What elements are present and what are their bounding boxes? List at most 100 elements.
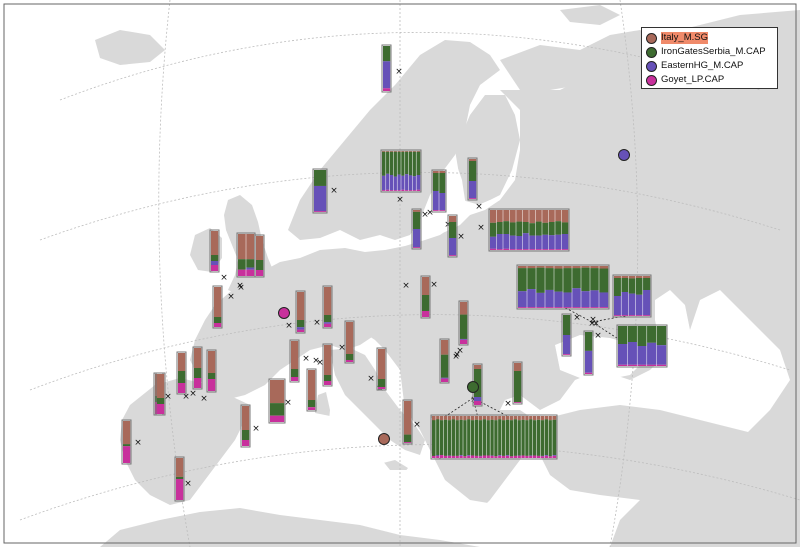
bar-segment: [544, 455, 549, 458]
bar-segment: [642, 276, 651, 278]
bar-segment: [635, 276, 643, 278]
bar-segment: [408, 175, 413, 191]
legend-swatch-eastern-hg: [646, 60, 657, 72]
bar-segment: [554, 268, 564, 292]
bar-segment: [628, 276, 636, 279]
bar-segment: [490, 222, 497, 237]
bar-segment: [532, 420, 537, 456]
bar-segment: [474, 365, 482, 369]
bar-segment: [542, 222, 549, 235]
admixture-bar-ukraine-a: [561, 313, 572, 357]
bar-segment: [525, 416, 530, 421]
site-cross-marker: ×: [330, 186, 338, 196]
site-cross-marker: ×: [477, 223, 485, 233]
bar-segment: [482, 419, 487, 456]
bar-segment: [544, 455, 549, 456]
bar-segment: [555, 234, 562, 250]
admixture-bar-russia-south: [616, 324, 668, 368]
bar-segment: [176, 458, 184, 477]
bar-segment: [478, 420, 483, 456]
site-cross-marker: ×: [402, 281, 410, 291]
bar-segment: [646, 342, 657, 365]
bar-segment: [490, 419, 495, 456]
bar-segment: [404, 151, 409, 152]
admixture-bar-south-norway: [312, 168, 328, 214]
bar-segment: [535, 235, 543, 250]
bar-segment: [635, 278, 643, 295]
bar-segment: [413, 210, 421, 212]
bar-segment: [470, 420, 475, 456]
bar-segment: [211, 255, 219, 261]
bar-segment: [628, 278, 636, 294]
bar-segment: [642, 290, 651, 316]
bar-segment: [463, 456, 468, 458]
bar-segment: [238, 234, 247, 260]
bar-segment: [494, 456, 499, 458]
bar-segment: [536, 455, 541, 458]
admixture-bar-austria: [344, 320, 355, 364]
site-cross-marker: ×: [592, 319, 600, 329]
bar-segment: [635, 294, 643, 316]
bar-segment: [297, 292, 305, 320]
bar-segment: [522, 233, 530, 250]
bar-segment: [412, 151, 417, 177]
admixture-bar-france-brittany: [212, 285, 223, 329]
legend-swatch-iron-gates: [646, 46, 657, 58]
bar-segment: [441, 377, 449, 379]
bar-segment: [572, 307, 582, 308]
bar-segment: [513, 455, 518, 458]
bar-segment: [447, 420, 452, 456]
bar-segment: [529, 235, 536, 250]
bar-segment: [297, 320, 305, 328]
bar-segment: [408, 190, 413, 191]
admixture-bar-ukraine-b: [583, 330, 594, 376]
bar-segment: [463, 416, 468, 421]
bar-segment: [157, 398, 165, 404]
bar-segment: [505, 419, 510, 456]
bar-segment: [123, 421, 131, 445]
bar-segment: [238, 259, 247, 270]
bar-segment: [449, 216, 457, 222]
admixture-bar-france-central-b: [322, 343, 333, 387]
bar-segment: [242, 440, 250, 446]
bar-segment: [563, 292, 573, 308]
bar-segment: [346, 354, 354, 360]
bar-segment: [563, 307, 573, 308]
bar-segment: [256, 260, 264, 270]
bar-segment: [460, 314, 468, 339]
bar-segment: [482, 455, 487, 458]
bar-segment: [291, 369, 299, 377]
bar-segment: [412, 151, 417, 152]
bar-segment: [466, 455, 471, 456]
bar-segment: [542, 210, 549, 223]
bar-segment: [397, 151, 402, 175]
admixture-bar-britain-b: [254, 234, 265, 278]
bar-segment: [494, 416, 499, 421]
bar-segment: [404, 434, 412, 443]
bar-segment: [509, 235, 517, 250]
bar-segment: [324, 322, 332, 324]
admixture-bar-hungary-north: [458, 300, 469, 346]
bar-segment: [509, 416, 514, 421]
admixture-bar-france-south-a: [268, 378, 286, 424]
bar-segment: [413, 247, 421, 248]
bar-segment: [308, 407, 316, 410]
admixture-bar-sweden-south: [411, 208, 422, 250]
bar-segment: [451, 416, 456, 420]
bar-segment: [459, 416, 464, 420]
bar-segment: [449, 238, 457, 256]
bar-segment: [194, 348, 202, 368]
bar-segment: [416, 189, 421, 191]
bar-segment: [474, 416, 479, 420]
bar-segment: [646, 326, 657, 343]
bar-segment: [536, 266, 546, 268]
bar-segment: [397, 151, 402, 152]
bar-segment: [460, 302, 468, 315]
bar-segment: [545, 268, 555, 290]
bar-segment: [439, 455, 444, 458]
bar-segment: [208, 373, 216, 379]
admixture-bar-spain-north-d: [206, 349, 217, 393]
bar-segment: [463, 420, 468, 457]
reference-point-eastern-hg: [618, 149, 630, 161]
bar-segment: [470, 416, 475, 421]
